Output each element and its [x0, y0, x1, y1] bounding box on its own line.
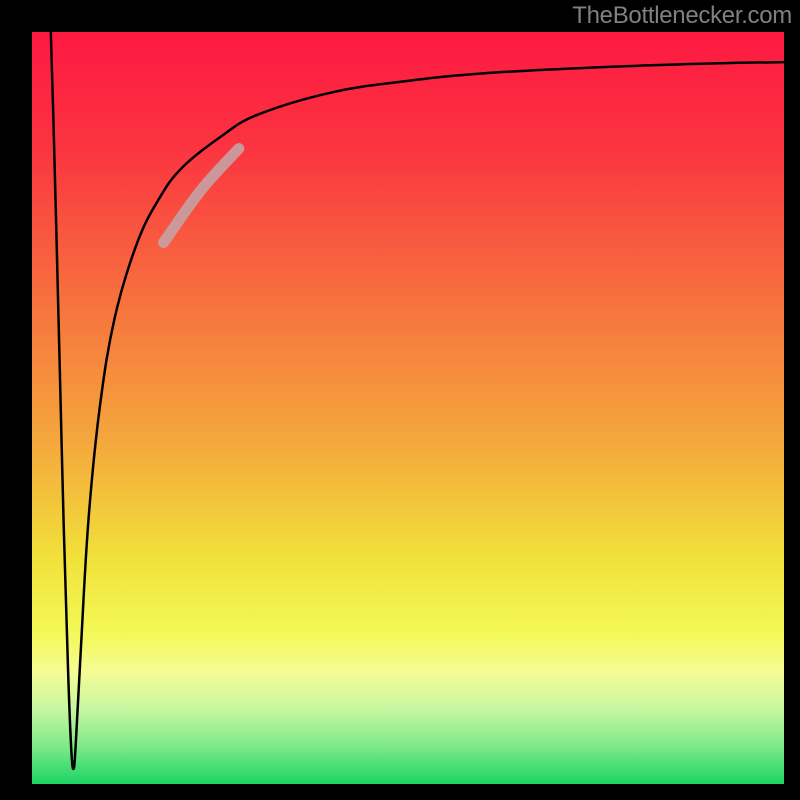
watermark-text: TheBottlenecker.com — [572, 2, 792, 30]
main-curve — [51, 32, 784, 769]
chart-container: TheBottlenecker.com — [0, 0, 800, 800]
highlight-band — [164, 149, 239, 243]
curve-layer — [32, 32, 784, 784]
plot-area — [32, 32, 784, 772]
